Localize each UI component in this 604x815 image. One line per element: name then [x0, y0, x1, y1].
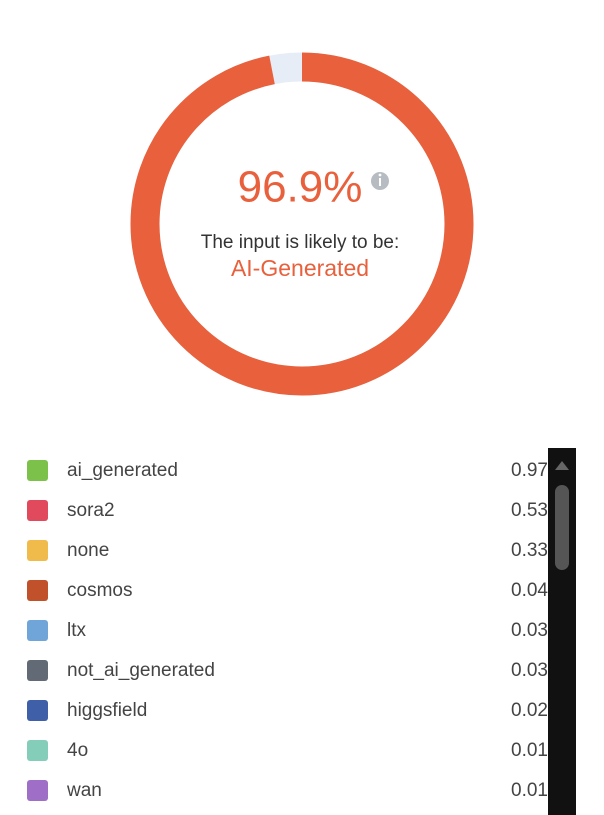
legend-swatch [27, 540, 48, 561]
score-name: not_ai_generated [67, 660, 215, 681]
score-value: 0.53 [511, 500, 548, 521]
legend-swatch [27, 740, 48, 761]
score-value: 0.02 [511, 700, 548, 721]
info-icon[interactable] [371, 172, 389, 190]
score-value: 0.01 [511, 780, 548, 801]
legend-swatch [27, 700, 48, 721]
score-value: 0.04 [511, 580, 548, 601]
score-value: 0.33 [511, 540, 548, 561]
gauge-arc [130, 52, 474, 396]
score-name: 4o [67, 740, 88, 761]
score-name: ltx [67, 620, 87, 641]
score-value: 0.03 [511, 620, 548, 641]
legend-swatch [27, 500, 48, 521]
score-name: ai_generated [67, 460, 178, 481]
gauge-verdict: AI-Generated [231, 255, 369, 281]
legend-swatch [27, 660, 48, 681]
score-value: 0.97 [511, 460, 548, 481]
legend-swatch [27, 580, 48, 601]
legend-swatch [27, 780, 48, 801]
gauge-value: 96.9% [238, 163, 363, 212]
score-name: higgsfield [67, 700, 147, 721]
gauge-caption: The input is likely to be: [201, 232, 400, 253]
score-name: cosmos [67, 580, 132, 601]
legend-swatch [27, 620, 48, 641]
score-name: sora2 [67, 500, 115, 521]
score-value: 0.01 [511, 740, 548, 761]
legend-swatch [27, 460, 48, 481]
score-value: 0.03 [511, 660, 548, 681]
scroll-thumb[interactable] [555, 485, 569, 570]
score-name: wan [66, 780, 102, 801]
score-name: none [67, 540, 109, 561]
scroll-up-arrow[interactable] [555, 461, 569, 470]
